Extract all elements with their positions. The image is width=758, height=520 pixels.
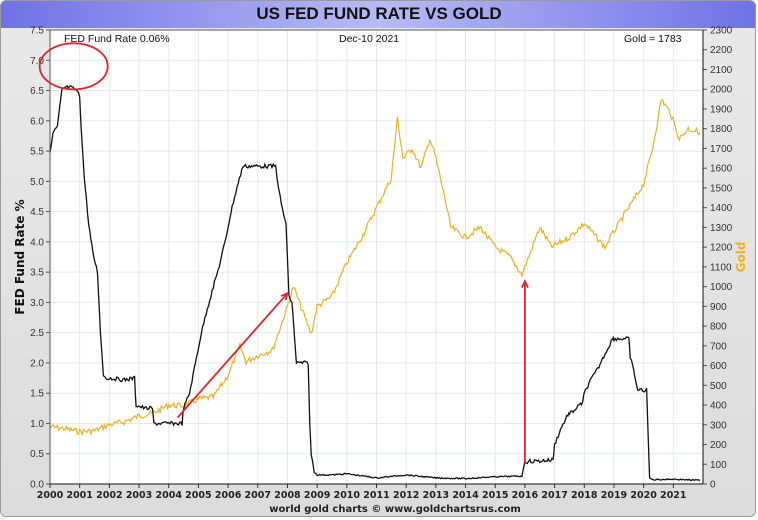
left-axis-ticks: 0.0 0.5 1.0 1.5 2.0 2.5 3.0 3.5 4.0 4.5 5.0 5.5 6.0 6… <box>30 26 50 491</box>
left-tick-label: 5.5 <box>30 147 44 158</box>
x-tick-label: 2017 <box>541 490 567 501</box>
left-tick-label: 1.0 <box>30 419 44 430</box>
title-bar: US FED FUND RATE VS GOLD <box>1 1 755 28</box>
right-tick-label: 700 <box>710 341 727 352</box>
right-tick-label: 2200 <box>710 45 733 56</box>
x-tick-label: 2021 <box>660 490 686 501</box>
right-axis-label: Gold <box>734 242 748 273</box>
annotations <box>38 42 529 463</box>
right-tick-label: 1200 <box>710 243 733 254</box>
x-tick-label: 2002 <box>96 490 122 501</box>
fed-rate-series-line <box>49 84 701 482</box>
right-tick-label: 500 <box>710 381 727 392</box>
x-tick-label: 2003 <box>126 490 152 501</box>
left-tick-label: 4.0 <box>30 237 44 248</box>
right-tick-label: 1000 <box>710 282 733 293</box>
right-tick-label: 1100 <box>710 262 732 273</box>
left-tick-label: 4.5 <box>30 207 44 218</box>
annotation-arrowhead <box>280 291 289 301</box>
gold-series-line <box>49 99 701 437</box>
x-tick-label: 2011 <box>363 490 389 501</box>
left-tick-label: 6.5 <box>30 86 44 97</box>
left-tick-label: 1.5 <box>30 389 44 400</box>
x-tick-label: 2001 <box>66 490 92 501</box>
x-tick-label: 2008 <box>274 490 301 501</box>
chart-title: US FED FUND RATE VS GOLD <box>256 4 502 23</box>
x-tick-label: 2016 <box>512 490 539 501</box>
right-tick-label: 1700 <box>710 144 733 155</box>
left-axis-label: FED Fund Rate % <box>13 199 27 314</box>
x-tick-label: 2018 <box>571 490 598 501</box>
right-tick-label: 400 <box>710 401 727 412</box>
right-tick-label: 200 <box>710 440 727 451</box>
right-tick-label: 1800 <box>710 124 733 135</box>
right-tick-label: 1300 <box>710 223 733 234</box>
right-tick-label: 0 <box>710 480 716 491</box>
annotation-arrow <box>176 292 289 419</box>
right-tick-label: 2300 <box>710 26 733 37</box>
right-tick-label: 2100 <box>710 65 733 76</box>
header-fed-rate: FED Fund Rate 0.06% <box>64 33 170 45</box>
right-tick-label: 1500 <box>710 183 733 194</box>
x-tick-label: 2013 <box>423 490 449 501</box>
x-tick-label: 2010 <box>334 490 361 501</box>
x-tick-label: 2007 <box>245 490 271 501</box>
x-tick-label: 2006 <box>215 490 242 501</box>
right-tick-label: 800 <box>710 322 727 333</box>
left-tick-label: 3.0 <box>30 298 44 309</box>
header-date: Dec-10 2021 <box>339 33 399 45</box>
right-tick-label: 1600 <box>710 164 733 175</box>
x-tick-label: 2020 <box>630 490 657 501</box>
left-tick-label: 5.0 <box>30 177 44 188</box>
left-tick-label: 6.0 <box>30 116 44 127</box>
left-tick-label: 3.5 <box>30 268 44 279</box>
right-tick-label: 1400 <box>710 203 733 214</box>
x-tick-label: 2012 <box>393 490 419 501</box>
right-tick-label: 100 <box>710 460 727 471</box>
annotation-circle <box>38 42 109 91</box>
left-tick-label: 0.0 <box>30 480 44 491</box>
footer-credit: world gold charts © www.goldchartsrus.co… <box>269 504 521 515</box>
right-tick-label: 600 <box>710 361 727 372</box>
left-tick-label: 7.0 <box>30 56 44 67</box>
left-tick-label: 7.5 <box>30 26 44 37</box>
x-tick-label: 2015 <box>482 490 508 501</box>
x-tick-label: 2019 <box>601 490 627 501</box>
right-tick-label: 300 <box>710 420 727 431</box>
left-tick-label: 2.0 <box>30 358 44 369</box>
right-tick-label: 900 <box>710 302 727 313</box>
x-tick-label: 2014 <box>452 490 479 501</box>
x-axis-ticks: 2000 2001 2002 2003 2004 2005 2006 2007 2008 2009… <box>37 484 687 501</box>
x-tick-label: 2000 <box>37 490 64 501</box>
header-gold-price: Gold = 1783 <box>624 33 682 45</box>
left-tick-label: 0.5 <box>30 449 44 460</box>
x-tick-label: 2004 <box>156 490 183 501</box>
left-tick-label: 2.5 <box>30 328 44 339</box>
x-tick-label: 2005 <box>185 490 211 501</box>
right-tick-label: 1900 <box>710 104 733 115</box>
right-tick-label: 2000 <box>710 85 733 96</box>
annotation-arrowhead <box>521 279 529 288</box>
right-axis-ticks: 0 100 200 300 400 500 600 700 800 900 1000 1100 1200… <box>703 26 733 491</box>
x-tick-label: 2009 <box>304 490 330 501</box>
